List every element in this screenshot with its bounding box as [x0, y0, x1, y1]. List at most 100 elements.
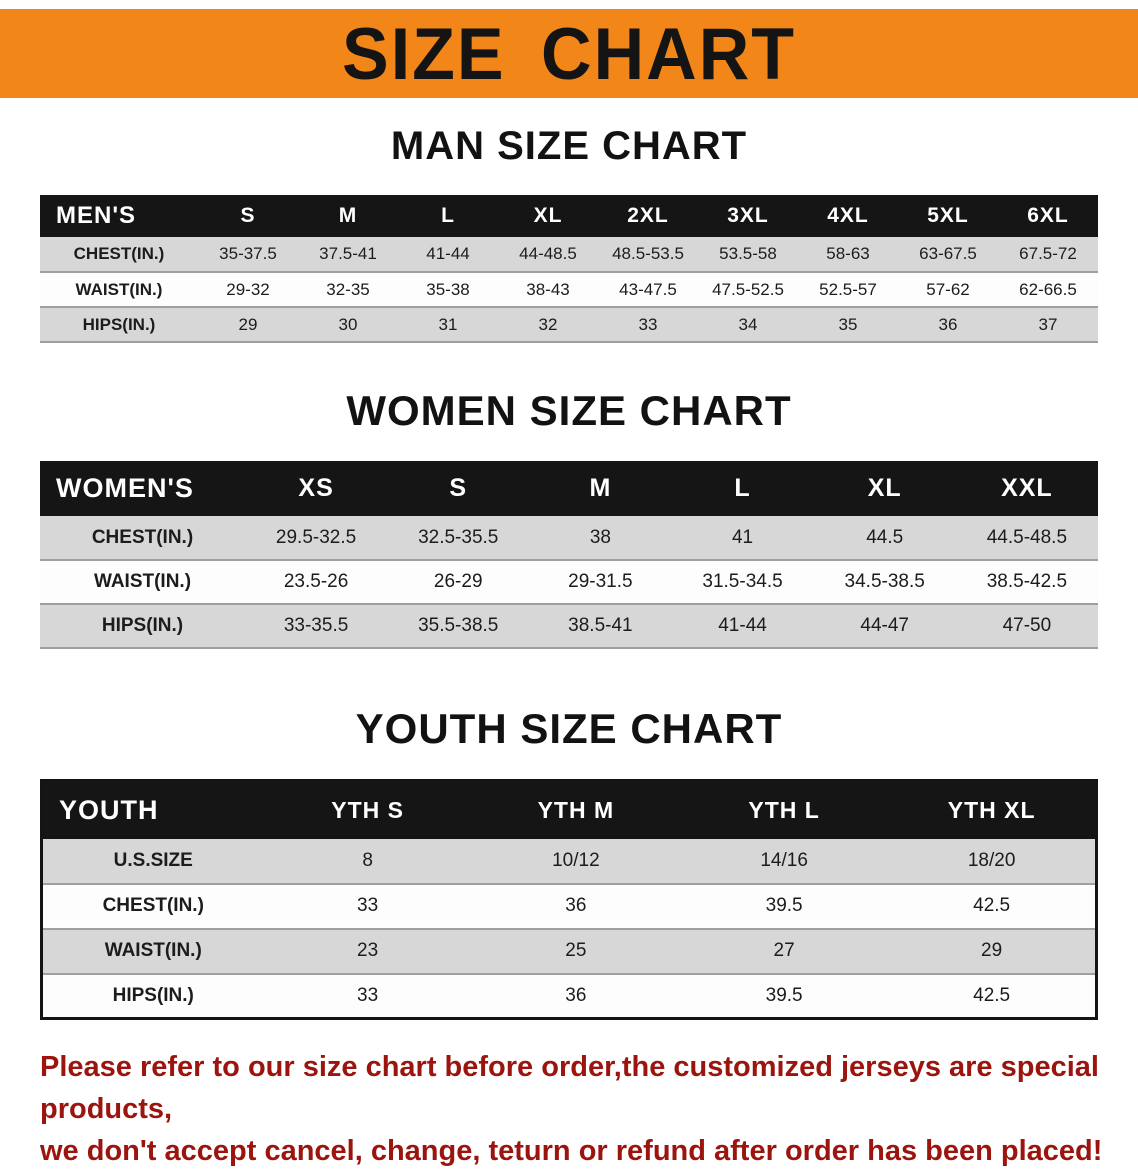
mens-size-column-header: 2XL	[598, 195, 698, 237]
womens-table-body: CHEST(IN.) 29.5-32.5 32.5-35.5 38 41 44.5 44.5…	[40, 516, 1098, 648]
mens-table-body: CHEST(IN.) 35-37.5 37.5-41 41-44 44-48.5 48.5…	[40, 237, 1098, 342]
size-value-cell: 42.5	[973, 895, 1011, 916]
size-value-cell: 8	[362, 849, 373, 871]
womens-size-column-header: L	[671, 461, 814, 516]
page-title: SIZE CHART	[342, 12, 796, 95]
size-value-cell: 31.5-34.5	[702, 571, 783, 592]
size-value-cell: 29	[981, 940, 1003, 961]
size-value-cell: 47-50	[1002, 615, 1052, 636]
size-value-cell: 35-37.5	[219, 244, 277, 263]
size-value-cell: 36	[938, 314, 958, 334]
youth-table-row: U.S.SIZE 8 10/12 14/16 18/20	[41, 838, 1097, 884]
size-value-cell: 26-29	[433, 571, 483, 592]
row-label: U.S.SIZE	[113, 849, 193, 871]
size-value-cell: 10/12	[552, 849, 600, 871]
mens-size-column-header: L	[398, 195, 498, 237]
mens-size-column-header: 6XL	[998, 195, 1098, 237]
size-value-cell: 32.5-35.5	[418, 526, 499, 548]
row-label: HIPS(IN.)	[82, 314, 156, 334]
youth-size-column-header: YTH M	[471, 780, 680, 839]
womens-size-table: WOMEN'S XS S M L XL XXL CHEST(IN.) 29.5-32.5 32.5…	[40, 461, 1098, 649]
youth-table-row: WAIST(IN.) 23 25 27 29	[41, 928, 1097, 974]
size-value-cell: 41-44	[426, 244, 470, 263]
size-value-cell: 44-48.5	[519, 244, 577, 263]
youth-size-column-header: YTH L	[680, 780, 889, 839]
size-value-cell: 29.5-32.5	[275, 526, 357, 548]
size-value-cell: 32-35	[326, 279, 370, 299]
youth-table-row: HIPS(IN.) 33 36 39.5 42.5	[41, 973, 1097, 1019]
size-value-cell: 39.5	[765, 895, 803, 916]
mens-table-row: WAIST(IN.) 29-32 32-35 35-38 38-43 43-47.5 47.…	[40, 272, 1098, 307]
youth-table-row: CHEST(IN.) 33 36 39.5 42.5	[41, 883, 1097, 929]
row-label: CHEST(IN.)	[91, 526, 194, 548]
womens-corner-label: WOMEN'S	[40, 461, 245, 516]
womens-size-column-header: XL	[813, 461, 956, 516]
sections-container: MAN SIZE CHART MEN'S S M L XL 2XL 3XL 4XL 5XL 6XL C…	[0, 124, 1138, 1020]
mens-size-column-header: S	[198, 195, 298, 237]
mens-size-column-header: M	[298, 195, 398, 237]
size-value-cell: 18/20	[967, 849, 1016, 871]
size-value-cell: 38-43	[526, 279, 570, 299]
size-value-cell: 25	[565, 940, 587, 961]
size-value-cell: 53.5-58	[719, 244, 777, 263]
size-value-cell: 31	[438, 314, 458, 334]
size-value-cell: 41	[731, 526, 754, 548]
row-label: WAIST(IN.)	[75, 279, 163, 299]
size-value-cell: 38	[589, 526, 611, 548]
womens-table-row: HIPS(IN.) 33-35.5 35.5-38.5 38.5-41 41-44 44-…	[40, 604, 1098, 648]
row-label: WAIST(IN.)	[93, 571, 192, 592]
mens-header-row: MEN'S S M L XL 2XL 3XL 4XL 5XL 6XL	[40, 195, 1098, 237]
size-value-cell: 35-38	[426, 279, 470, 299]
row-label: CHEST(IN.)	[73, 244, 165, 263]
womens-table-head: WOMEN'S XS S M L XL XXL	[40, 461, 1098, 516]
size-value-cell: 35.5-38.5	[418, 615, 499, 636]
size-value-cell: 63-67.5	[919, 244, 977, 263]
womens-size-section: WOMEN SIZE CHART WOMEN'S XS S M L XL XXL CHEST(I…	[0, 387, 1138, 649]
size-value-cell: 23	[357, 940, 379, 961]
size-value-cell: 58-63	[826, 244, 870, 263]
size-value-cell: 32	[538, 314, 558, 334]
size-value-cell: 38.5-41	[568, 615, 633, 636]
size-value-cell: 33	[357, 984, 379, 1006]
size-value-cell: 33	[357, 895, 379, 916]
size-value-cell: 52.5-57	[819, 279, 877, 299]
womens-table-row: CHEST(IN.) 29.5-32.5 32.5-35.5 38 41 44.5 44.5…	[40, 516, 1098, 560]
footer-line-1: Please refer to our size chart before or…	[40, 1051, 1099, 1126]
size-value-cell: 37	[1038, 314, 1058, 334]
size-value-cell: 34	[738, 314, 758, 334]
size-value-cell: 29-32	[226, 279, 270, 299]
row-label: CHEST(IN.)	[102, 895, 204, 916]
youth-size-column-header: YTH XL	[888, 780, 1097, 839]
youth-size-section: YOUTH SIZE CHART YOUTH YTH S YTH M YTH L YTH …	[0, 705, 1138, 1020]
size-chart-banner: SIZE CHART	[0, 9, 1138, 98]
size-value-cell: 41-44	[718, 615, 767, 636]
size-value-cell: 42.5	[973, 984, 1011, 1006]
row-label: HIPS(IN.)	[112, 984, 194, 1006]
size-value-cell: 48.5-53.5	[612, 244, 684, 263]
size-value-cell: 33	[638, 314, 658, 334]
size-value-cell: 43-47.5	[619, 279, 677, 299]
mens-size-column-header: 5XL	[898, 195, 998, 237]
mens-table-row: HIPS(IN.) 29 30 31 32 33 34 35 36 37	[40, 307, 1098, 342]
womens-size-column-header: XS	[245, 461, 388, 516]
mens-size-column-header: 3XL	[698, 195, 798, 237]
womens-heading: WOMEN SIZE CHART	[346, 387, 792, 434]
mens-corner-label: MEN'S	[40, 195, 198, 237]
size-value-cell: 62-66.5	[1019, 279, 1077, 299]
row-label: HIPS(IN.)	[101, 615, 184, 636]
size-value-cell: 39.5	[765, 984, 803, 1006]
row-label: WAIST(IN.)	[104, 940, 202, 961]
size-value-cell: 44-47	[860, 615, 909, 636]
size-value-cell: 14/16	[760, 849, 808, 871]
mens-table-head: MEN'S S M L XL 2XL 3XL 4XL 5XL 6XL	[40, 195, 1098, 237]
size-value-cell: 36	[565, 895, 587, 916]
youth-size-column-header: YTH S	[263, 780, 472, 839]
mens-size-section: MAN SIZE CHART MEN'S S M L XL 2XL 3XL 4XL 5XL 6XL C…	[0, 124, 1138, 343]
footer-note: Please refer to our size chart before or…	[40, 1046, 1110, 1172]
footer-line-2: we don't accept cancel, change, teturn o…	[40, 1135, 1103, 1168]
womens-header-row: WOMEN'S XS S M L XL XXL	[40, 461, 1098, 516]
mens-table-row: CHEST(IN.) 35-37.5 37.5-41 41-44 44-48.5 48.5…	[40, 237, 1098, 272]
womens-size-column-header: S	[387, 461, 530, 516]
size-value-cell: 67.5-72	[1019, 244, 1077, 263]
size-value-cell: 29-31.5	[568, 571, 633, 592]
